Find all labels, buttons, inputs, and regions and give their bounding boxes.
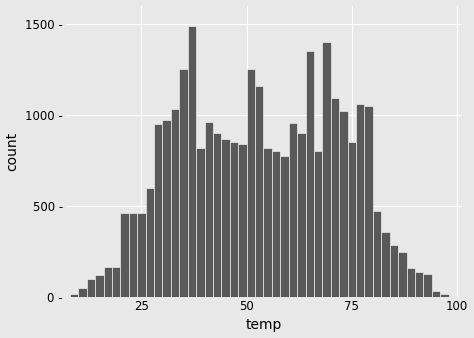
Bar	[95, 275, 103, 297]
Bar	[171, 110, 179, 297]
Bar	[213, 133, 221, 297]
Bar	[306, 51, 314, 297]
Bar	[314, 151, 322, 297]
Bar	[339, 111, 347, 297]
Bar	[78, 288, 87, 297]
Bar	[297, 133, 306, 297]
Bar	[87, 279, 95, 297]
Bar	[373, 211, 381, 297]
Bar	[188, 26, 196, 297]
Bar	[146, 188, 154, 297]
Bar	[331, 98, 339, 297]
Bar	[230, 142, 238, 297]
Bar	[390, 245, 398, 297]
Bar	[238, 144, 246, 297]
Bar	[103, 267, 112, 297]
Bar	[70, 294, 78, 297]
Bar	[154, 124, 163, 297]
Bar	[407, 268, 415, 297]
Bar	[365, 106, 373, 297]
Bar	[280, 156, 289, 297]
Bar	[440, 294, 448, 297]
Bar	[289, 123, 297, 297]
Bar	[204, 122, 213, 297]
Bar	[272, 151, 280, 297]
Bar	[129, 213, 137, 297]
Bar	[196, 148, 204, 297]
Bar	[264, 148, 272, 297]
Bar	[356, 104, 365, 297]
Bar	[246, 69, 255, 297]
Bar	[415, 272, 423, 297]
Bar	[398, 251, 407, 297]
Bar	[120, 213, 129, 297]
X-axis label: temp: temp	[245, 318, 282, 333]
Bar	[255, 86, 264, 297]
Bar	[221, 139, 230, 297]
Bar	[347, 142, 356, 297]
Y-axis label: count: count	[6, 132, 19, 171]
Bar	[112, 267, 120, 297]
Bar	[322, 42, 331, 297]
Bar	[432, 291, 440, 297]
Bar	[381, 232, 390, 297]
Bar	[179, 69, 188, 297]
Bar	[137, 213, 146, 297]
Bar	[423, 274, 432, 297]
Bar	[163, 120, 171, 297]
